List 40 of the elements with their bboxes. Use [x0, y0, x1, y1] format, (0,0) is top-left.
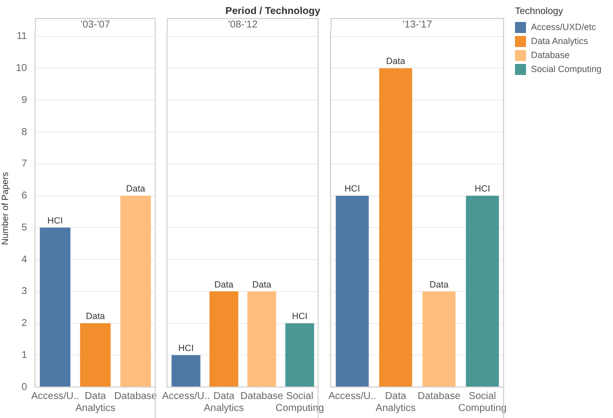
- data-label: HCI: [178, 343, 194, 354]
- data-label: Data: [252, 279, 272, 290]
- y-tick-label: 4: [21, 254, 28, 266]
- x-tick-label: Access/U..: [31, 390, 80, 402]
- x-tick-label: Data Analytics: [376, 390, 416, 414]
- chart-subtitle: '03-'07: [80, 19, 110, 30]
- legend-title: Technology: [515, 6, 564, 17]
- y-tick-label: 11: [16, 31, 28, 42]
- y-tick-label: 1: [21, 350, 28, 361]
- data-label: Data: [386, 56, 406, 66]
- x-tick-label: Access/U..: [162, 390, 210, 402]
- data-label: HCI: [344, 184, 360, 194]
- y-tick-label: 3: [21, 286, 28, 298]
- y-tick-label: 6: [21, 190, 28, 202]
- data-label: HCI: [292, 311, 308, 322]
- y-tick-label: 0: [21, 382, 28, 393]
- chart-subtitle: '13-'17: [402, 19, 432, 30]
- y-axis-title: Number of Papers: [0, 171, 10, 246]
- y-tick-label: 8: [21, 126, 28, 138]
- legend-label: Social Computing: [531, 64, 602, 74]
- data-label: HCI: [474, 184, 490, 194]
- y-tick-label: 9: [21, 94, 28, 106]
- y-tick-label: 7: [21, 158, 28, 170]
- y-tick-label: 5: [21, 222, 28, 234]
- data-label: Data: [214, 279, 234, 290]
- x-tick-label: Database: [418, 390, 461, 402]
- x-tick-label: Access/U..: [328, 390, 376, 402]
- legend-label: Access/UXD/etc: [531, 22, 596, 32]
- chart-title: Period / Technology: [225, 6, 321, 17]
- data-label: HCI: [47, 216, 63, 226]
- legend-label: Database: [531, 50, 570, 60]
- chart-subtitle: '08-'12: [228, 19, 258, 30]
- data-label: Data: [430, 279, 449, 290]
- x-tick-label: Database: [240, 390, 284, 402]
- y-tick-label: 10: [16, 63, 28, 74]
- y-tick-label: 2: [21, 318, 28, 329]
- data-label: Data: [126, 184, 146, 194]
- x-tick-label: Database: [114, 390, 158, 402]
- legend-label: Data Analytics: [531, 36, 588, 46]
- data-label: Data: [86, 311, 105, 322]
